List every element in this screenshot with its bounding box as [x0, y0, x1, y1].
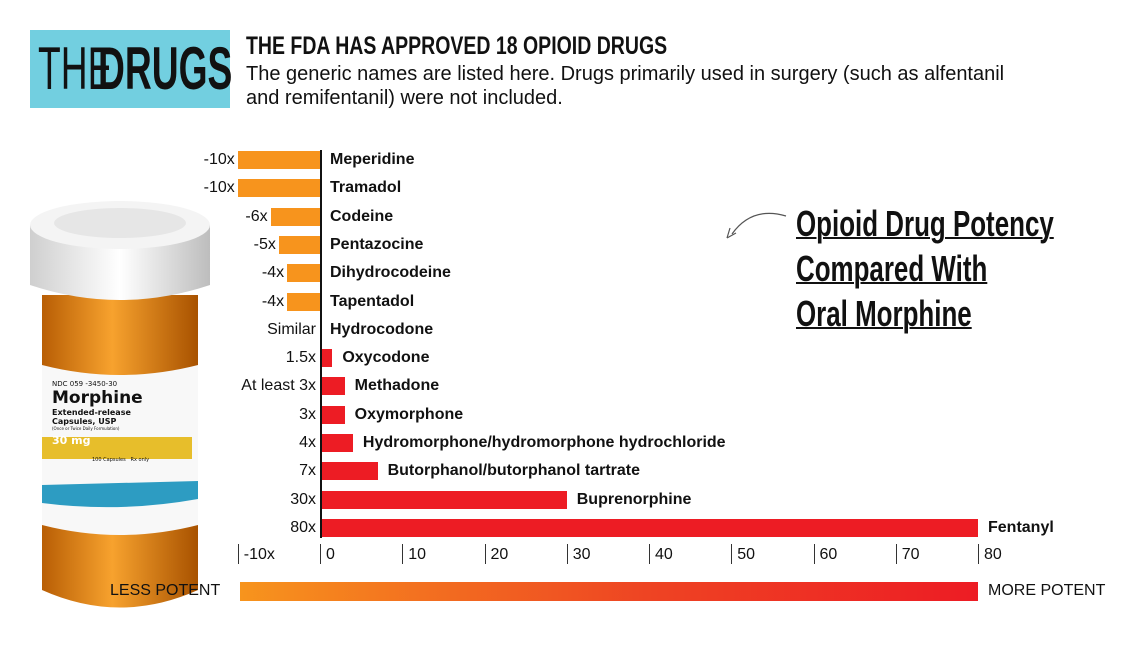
bar-12: [320, 490, 567, 509]
category-label: Tapentadol: [330, 292, 415, 310]
tick-label: 80: [984, 546, 1002, 563]
tick-mark: [978, 544, 979, 564]
tick-label: 30: [572, 546, 591, 563]
value-label: -4x: [261, 292, 285, 310]
bottle-ndc: NDC 059 -3450-30: [52, 380, 118, 388]
tick-mark: [649, 544, 650, 564]
value-label: 80x: [290, 518, 316, 536]
tick-label: 0: [326, 546, 335, 563]
category-label: Hydrocodone: [330, 320, 434, 338]
category-label: Tramadol: [330, 179, 402, 197]
value-label: 3x: [299, 405, 316, 423]
tick-mark: [402, 544, 404, 564]
curved-arrow-icon: [726, 212, 787, 239]
more-potent-label: MORE POTENT: [988, 582, 1106, 599]
category-label: Butorphanol/butorphanol tartrate: [387, 462, 640, 480]
bar-7: [320, 349, 333, 368]
bar-5: [287, 292, 320, 311]
value-label: 1.5x: [285, 349, 316, 367]
bar-0: [237, 151, 320, 169]
tick-mark: [895, 544, 897, 564]
value-label: -4x: [261, 264, 285, 282]
value-label: 4x: [299, 434, 316, 451]
tick-label: 50: [737, 546, 756, 563]
badge-bold-text: DRUGS: [98, 35, 233, 102]
bar-11: [320, 462, 378, 481]
category-label: Oxycodone: [342, 349, 430, 367]
bar-1: [237, 179, 320, 198]
tick-mark: [566, 544, 568, 564]
category-label: Pentazocine: [330, 235, 424, 253]
bottle-count-text: 100 Capsules: [92, 457, 126, 463]
less-potent-label: LESS POTENT: [110, 582, 221, 599]
category-label: Buprenorphine: [576, 490, 692, 508]
bar-8: [320, 377, 345, 396]
tick-label: 10: [408, 546, 427, 563]
tick-mark: [484, 544, 486, 564]
bar-10: [320, 434, 353, 452]
category-label: Oxymorphone: [354, 405, 464, 423]
category-label: Methadone: [354, 377, 440, 395]
value-label: -10x: [203, 151, 235, 168]
value-label: -5x: [253, 235, 276, 253]
chart-title-line-1: Opioid Drug Potency: [796, 203, 1054, 244]
pill-bottle-image: [30, 201, 210, 608]
bar-3: [278, 235, 320, 254]
potency-gradient-bar: [240, 582, 978, 601]
tick-mark: [237, 544, 239, 564]
tick-label: -10x: [243, 546, 275, 563]
bar-13: [320, 518, 978, 537]
tick-mark: [731, 544, 733, 564]
value-label: -10x: [203, 179, 235, 197]
tick-label: 60: [819, 546, 838, 563]
tick-mark: [320, 544, 321, 564]
badge-light-text: THE: [38, 35, 113, 102]
bottle-desc1: Extended-release: [52, 408, 131, 417]
bar-9: [320, 405, 345, 424]
bottle-rx-text: Rx only: [130, 457, 150, 463]
category-label: Codeine: [330, 207, 394, 225]
chart-title-line-2: Compared With: [796, 248, 988, 289]
zero-axis-line: [320, 150, 322, 538]
bottle-label: NDC 059 -3450-30 Morphine Extended-relea…: [52, 380, 149, 463]
tick-label: 40: [655, 546, 673, 563]
category-label: Meperidine: [330, 151, 415, 168]
bottle-dose: 30 mg: [52, 434, 91, 447]
the-drugs-badge: THE DRUGS: [30, 30, 233, 108]
tick-label: 20: [490, 546, 509, 563]
category-label: Fentanyl: [988, 518, 1054, 536]
value-label: Similar: [267, 320, 316, 338]
headline: THE FDA HAS APPROVED 18 OPIOID DRUGS: [246, 32, 668, 60]
value-label: -6x: [245, 207, 268, 225]
bar-4: [287, 264, 320, 283]
value-label: At least 3x: [241, 377, 316, 395]
tick-label: 70: [901, 546, 920, 563]
subtitle: The generic names are listed here. Drugs…: [246, 63, 1005, 109]
bottle-drug-name: Morphine: [52, 388, 143, 408]
category-label: Dihydrocodeine: [330, 264, 451, 282]
tick-mark: [813, 544, 815, 564]
bar-2: [270, 207, 320, 226]
bottle-desc3: (Once or Twice Daily Formulation): [52, 426, 120, 431]
chart-title-line-3: Oral Morphine: [796, 293, 972, 334]
category-label: Hydromorphone/hydromorphone hydrochlorid…: [362, 434, 726, 451]
value-label: 30x: [290, 490, 316, 508]
bottle-count: 100 Capsules Rx only: [92, 457, 149, 463]
value-label: 7x: [299, 462, 316, 480]
bottle-desc2: Capsules, USP: [52, 417, 117, 426]
